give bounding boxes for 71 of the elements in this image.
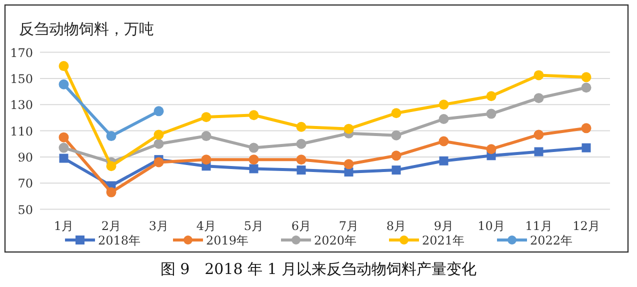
legend-label: 2021年 (422, 234, 465, 248)
x-tick-label: 3月 (148, 219, 169, 233)
point (391, 150, 402, 161)
y-tick-label: 150 (10, 72, 33, 86)
point (248, 110, 259, 120)
point (106, 187, 116, 198)
point (344, 159, 354, 170)
point (438, 136, 449, 146)
y-tick-label: 70 (18, 176, 33, 191)
point (582, 143, 591, 152)
point (106, 161, 116, 172)
point (296, 138, 306, 149)
chart-title: 反刍动物饲料，万吨 (19, 20, 154, 38)
point (201, 112, 212, 122)
point (581, 123, 592, 134)
point (154, 157, 164, 168)
point (344, 124, 354, 134)
point (534, 130, 544, 140)
caption: 图 9 2018 年 1 月以来反刍动物饲料产量变化 (160, 260, 477, 278)
x-tick-label: 8月 (386, 219, 406, 233)
y-tick-label: 110 (10, 124, 33, 138)
point (154, 130, 164, 140)
point (58, 132, 69, 142)
point (248, 154, 259, 165)
point (58, 142, 69, 153)
point (534, 70, 544, 80)
point (296, 154, 306, 165)
x-tick-label: 9月 (434, 219, 454, 233)
point (154, 106, 164, 116)
point (534, 147, 544, 156)
x-tick-label: 4月 (196, 219, 216, 233)
y-tick-label: 50 (18, 202, 33, 217)
point (392, 166, 401, 175)
point (581, 82, 592, 93)
point (201, 154, 212, 165)
point (534, 93, 544, 104)
point (438, 100, 449, 110)
y-tick-label: 90 (18, 150, 33, 164)
x-tick-label: 11月 (525, 219, 552, 233)
point (344, 168, 354, 177)
point (391, 130, 402, 140)
point (249, 164, 258, 174)
point (438, 114, 449, 124)
legend-label: 2019年 (206, 234, 249, 248)
legend-label: 2022年 (530, 234, 573, 248)
point (58, 61, 69, 72)
point (296, 166, 306, 175)
point (439, 156, 448, 166)
y-tick-label: 170 (10, 46, 33, 60)
x-tick-label: 7月 (338, 219, 359, 233)
point (154, 138, 164, 149)
point (248, 142, 259, 153)
legend-label: 2020年 (314, 234, 357, 248)
point (486, 91, 496, 102)
x-tick-label: 6月 (291, 219, 312, 233)
point (391, 108, 402, 118)
point (59, 154, 68, 163)
point (58, 79, 69, 90)
x-tick-label: 1月 (54, 219, 74, 233)
x-tick-label: 5月 (244, 219, 264, 233)
x-tick-label: 12月 (572, 219, 600, 233)
point (581, 72, 592, 82)
point (106, 131, 116, 142)
y-tick-label: 130 (10, 98, 33, 112)
point (296, 122, 306, 132)
legend-label: 2018年 (98, 234, 141, 248)
point (486, 144, 496, 154)
point (486, 108, 496, 119)
x-tick-label: 2月 (101, 219, 122, 233)
x-tick-label: 10月 (478, 219, 505, 233)
point (201, 131, 212, 142)
